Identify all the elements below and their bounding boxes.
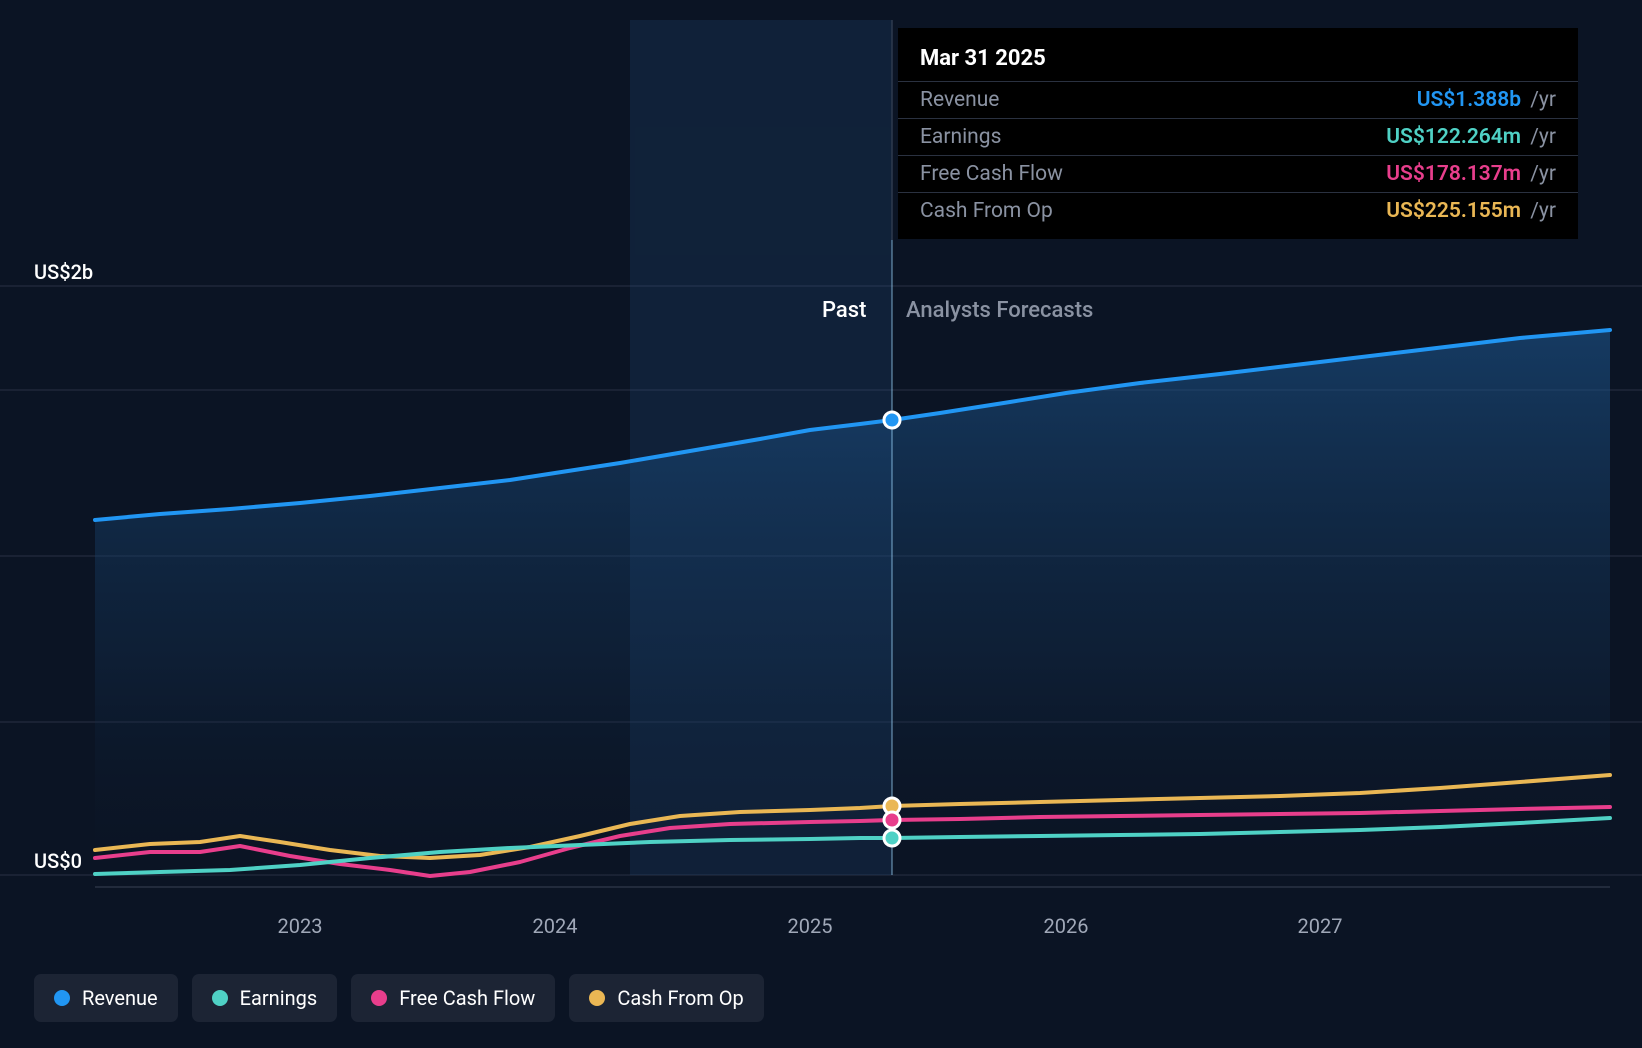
- legend-label: Cash From Op: [617, 986, 743, 1010]
- chart-tooltip: Mar 31 2025 Revenue US$1.388b /yr Earnings…: [898, 28, 1578, 239]
- x-tick-label: 2024: [533, 914, 578, 938]
- tooltip-metric-value: US$178.137m /yr: [1386, 162, 1556, 186]
- legend-swatch: [54, 990, 70, 1006]
- past-label: Past: [822, 298, 866, 323]
- legend-label: Earnings: [240, 986, 318, 1010]
- chart-legend: Revenue Earnings Free Cash Flow Cash From O…: [34, 974, 764, 1022]
- x-tick-label: 2025: [788, 914, 833, 938]
- tooltip-row: Revenue US$1.388b /yr: [898, 81, 1578, 118]
- y-tick-label: US$0: [34, 849, 82, 873]
- legend-item-earnings[interactable]: Earnings: [192, 974, 338, 1022]
- tooltip-row: Cash From Op US$225.155m /yr: [898, 192, 1578, 229]
- tooltip-row: Free Cash Flow US$178.137m /yr: [898, 155, 1578, 192]
- tooltip-metric-value: US$1.388b /yr: [1417, 88, 1556, 112]
- tooltip-date: Mar 31 2025: [898, 42, 1578, 81]
- legend-label: Free Cash Flow: [399, 986, 535, 1010]
- x-tick-label: 2026: [1044, 914, 1089, 938]
- legend-swatch: [212, 990, 228, 1006]
- legend-swatch: [589, 990, 605, 1006]
- x-tick-label: 2027: [1298, 914, 1343, 938]
- tooltip-row: Earnings US$122.264m /yr: [898, 118, 1578, 155]
- legend-item-cash-from-op[interactable]: Cash From Op: [569, 974, 763, 1022]
- tooltip-metric-label: Cash From Op: [920, 199, 1053, 223]
- analysts-forecasts-label: Analysts Forecasts: [906, 298, 1093, 323]
- legend-swatch: [371, 990, 387, 1006]
- x-tick-label: 2023: [278, 914, 323, 938]
- legend-item-free-cash-flow[interactable]: Free Cash Flow: [351, 974, 555, 1022]
- tooltip-metric-label: Earnings: [920, 125, 1001, 149]
- legend-label: Revenue: [82, 986, 158, 1010]
- tooltip-metric-value: US$225.155m /yr: [1386, 199, 1556, 223]
- tooltip-metric-value: US$122.264m /yr: [1386, 125, 1556, 149]
- tooltip-metric-label: Revenue: [920, 88, 999, 112]
- financials-chart-container: US$0 US$2b 2023 2024 2025 2026 2027 Past Anal…: [0, 0, 1642, 1048]
- tooltip-metric-label: Free Cash Flow: [920, 162, 1063, 186]
- legend-item-revenue[interactable]: Revenue: [34, 974, 178, 1022]
- y-tick-label: US$2b: [34, 260, 93, 284]
